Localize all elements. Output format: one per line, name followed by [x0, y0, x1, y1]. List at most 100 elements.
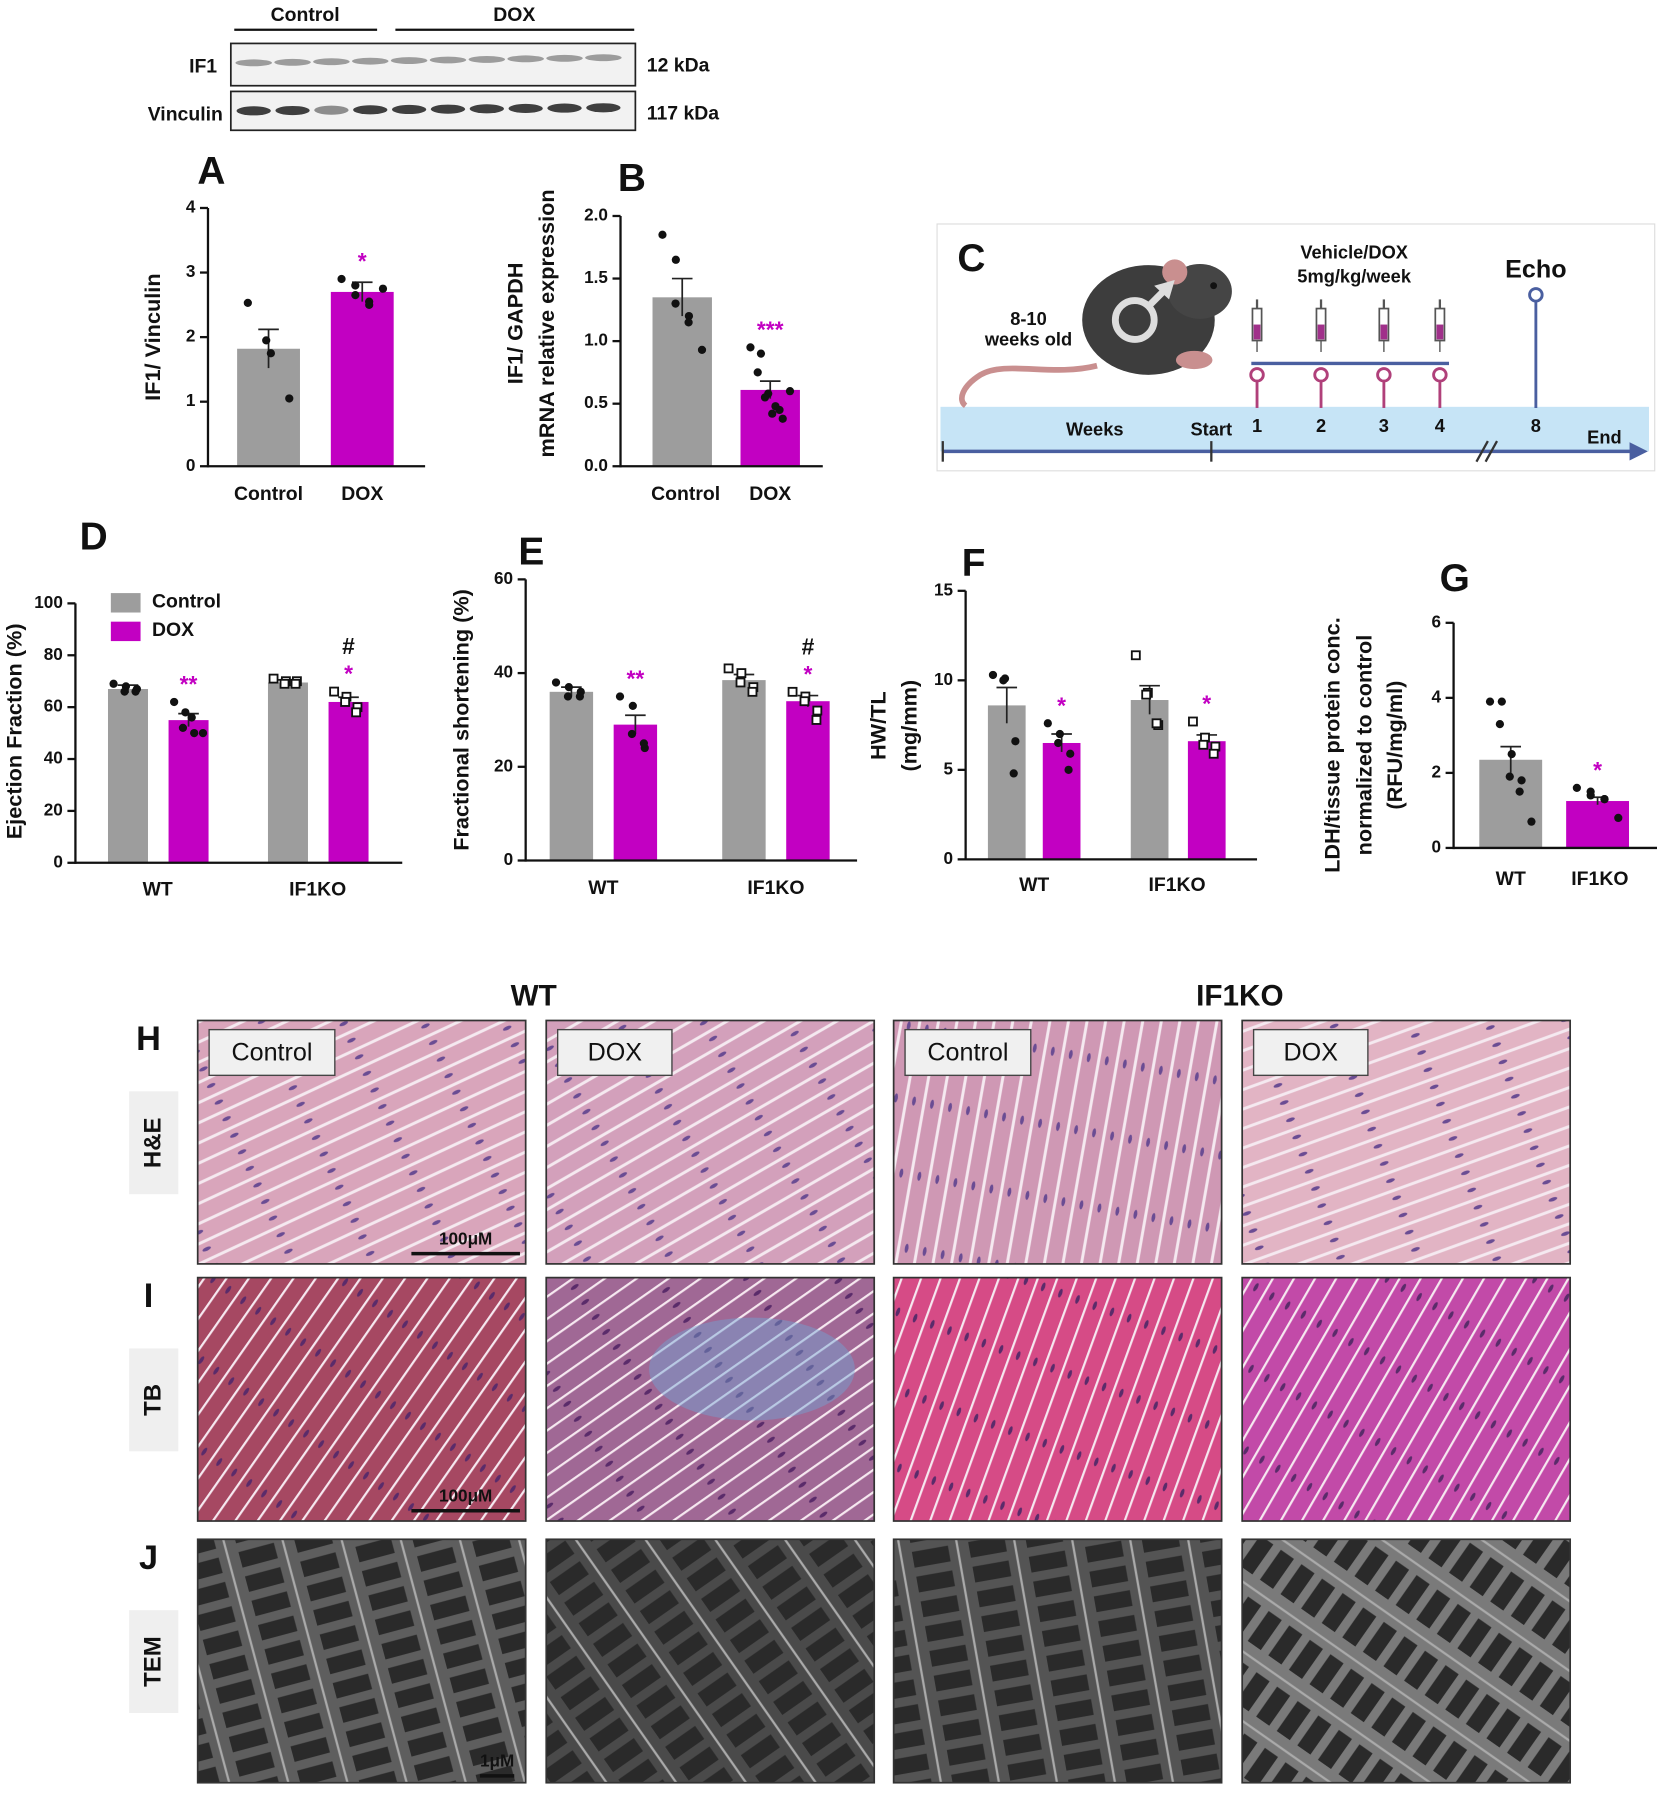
bar [328, 701, 369, 863]
micrograph [1241, 1276, 1572, 1522]
y-tick-label: 0 [944, 848, 954, 868]
y-axis-label: (RFU/mg/ml) [1382, 681, 1407, 810]
x-tick-label: DOX [749, 483, 791, 505]
bar [237, 348, 300, 467]
blot-band [313, 58, 350, 66]
y-tick-label: 0 [1431, 836, 1441, 856]
condition-label: Control [231, 1038, 312, 1066]
blot-band [547, 103, 582, 113]
data-point [775, 405, 784, 415]
y-axis-label: Ejection Fraction (%) [2, 623, 27, 839]
significance-label: * [803, 661, 812, 687]
significance-label: * [1057, 692, 1066, 718]
panel-letter: F [962, 542, 986, 585]
mouse-illustration [959, 259, 1232, 409]
data-point [1497, 697, 1506, 706]
data-point [109, 679, 118, 688]
scale-label: 100μM [439, 1486, 492, 1506]
blot-band [236, 106, 271, 116]
y-tick-label: 4 [186, 197, 196, 217]
condition-box [1252, 1028, 1369, 1077]
syringe-fluid [1436, 324, 1444, 340]
data-point [1064, 765, 1073, 774]
y-tick-label: 3 [186, 261, 196, 281]
y-tick-label: 1 [186, 390, 196, 410]
condition-box [904, 1028, 1032, 1077]
data-point [639, 739, 649, 748]
condition-box [556, 1028, 673, 1077]
lollipop-head [1249, 367, 1265, 383]
x-tick-label: IF1KO [289, 878, 346, 900]
significance-label: * [1202, 691, 1211, 717]
y-tick-label: 10 [934, 669, 953, 689]
scale-label: 1μM [480, 1751, 514, 1771]
bar [107, 688, 148, 863]
start-label: Start [1191, 419, 1233, 440]
x-tick-label: WT [1496, 868, 1526, 890]
data-point [1151, 718, 1162, 729]
data-point [684, 318, 693, 327]
data-point [340, 697, 351, 707]
data-point [1527, 817, 1536, 826]
data-point [785, 387, 795, 396]
bar [1187, 741, 1226, 860]
data-point [551, 678, 561, 687]
stain-label: TB [140, 1384, 167, 1416]
band-size: 12 kDa [647, 54, 710, 76]
y-tick-label: 1.0 [584, 330, 608, 350]
significance-label: ** [626, 666, 644, 692]
bar [330, 291, 394, 467]
treatment-label: Vehicle/DOX [1300, 242, 1408, 263]
blot-group: Control [271, 4, 340, 26]
data-point [1600, 795, 1609, 804]
panel-letter: G [1440, 557, 1470, 600]
blot-band [469, 104, 504, 114]
bar [267, 682, 308, 863]
significance-label: *** [757, 316, 784, 342]
fibrosis-area [649, 1317, 855, 1421]
data-point [1485, 697, 1495, 706]
data-point [811, 715, 822, 725]
timeline-band [940, 406, 1650, 452]
axis-label: Weeks [1066, 419, 1124, 440]
y-tick-label: 2.0 [584, 205, 608, 225]
blot-band [351, 57, 389, 65]
data-point [262, 336, 271, 345]
blot-band [585, 54, 622, 62]
blot-band [235, 59, 272, 67]
error-bar [996, 686, 1018, 724]
blot-band [430, 104, 466, 114]
y-tick-label: 2 [1431, 761, 1441, 781]
blot-band [546, 54, 583, 62]
y-tick-label: 60 [44, 696, 63, 716]
data-point [627, 729, 637, 739]
stain-label-box [129, 1348, 179, 1452]
data-point [812, 705, 823, 716]
blot-band [468, 56, 506, 63]
bar [786, 701, 830, 861]
x-tick-label: WT [143, 878, 173, 900]
scale-label: 100μM [439, 1228, 492, 1248]
y-axis-label: Fractional shortening (%) [449, 589, 474, 851]
data-point [1505, 772, 1514, 781]
data-point [575, 692, 585, 701]
data-point [198, 728, 208, 738]
blot-band [275, 105, 310, 116]
y-tick-label: 0.0 [584, 455, 608, 475]
y-tick-label: 40 [494, 662, 513, 682]
data-point [268, 673, 279, 684]
significance-label: * [344, 661, 353, 687]
micrograph [545, 1276, 876, 1522]
significance-label: * [1593, 757, 1602, 783]
week-label: 4 [1435, 415, 1446, 436]
data-point [1198, 739, 1209, 750]
panel-letter: A [197, 150, 225, 193]
data-point [746, 343, 755, 352]
data-point [735, 677, 746, 688]
data-point [181, 708, 190, 717]
y-tick-label: 15 [934, 579, 954, 599]
y-tick-label: 0 [53, 851, 63, 871]
y-tick-label: 40 [44, 748, 63, 768]
y-tick-label: 4 [1431, 686, 1441, 706]
error-bar [625, 714, 646, 734]
